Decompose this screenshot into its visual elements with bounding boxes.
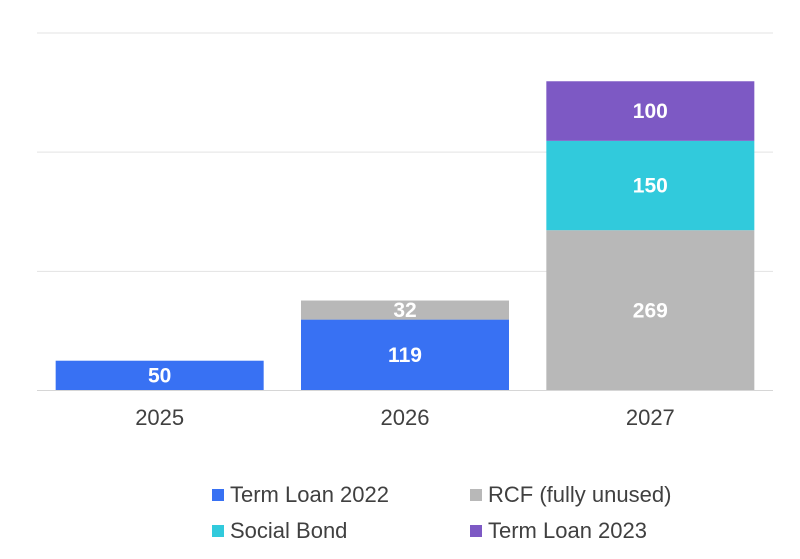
x-tick-label: 2025	[135, 405, 184, 430]
legend-item-term-loan-2022: Term Loan 2022	[212, 482, 470, 508]
legend-label: Term Loan 2022	[230, 482, 389, 507]
legend-swatch	[470, 489, 482, 501]
data-label: 50	[148, 365, 171, 388]
legend: Term Loan 2022 RCF (fully unused) Social…	[212, 482, 732, 544]
bar-segment	[546, 140, 755, 231]
data-labels: 50 119 32 269 150 100	[148, 100, 668, 388]
x-axis: 2025 2026 2027	[37, 390, 773, 430]
legend-label: Social Bond	[230, 518, 348, 543]
legend-swatch	[212, 489, 224, 501]
bar-segment	[55, 360, 264, 391]
legend-swatch	[470, 525, 482, 537]
bar-segment	[546, 81, 755, 141]
bar-segment	[301, 300, 509, 320]
data-label: 269	[633, 299, 668, 322]
legend-item-rcf: RCF (fully unused)	[470, 482, 730, 508]
legend-label: Term Loan 2023	[488, 518, 647, 543]
x-tick-label: 2026	[381, 405, 430, 430]
bar-segment	[301, 319, 509, 391]
data-label: 119	[388, 344, 422, 367]
data-label: 32	[393, 299, 416, 322]
legend-item-term-loan-2023: Term Loan 2023	[470, 518, 730, 544]
legend-label: RCF (fully unused)	[488, 482, 672, 507]
x-tick-label: 2027	[626, 405, 675, 430]
data-label: 100	[633, 100, 668, 123]
data-label: 150	[633, 175, 668, 198]
legend-item-social-bond: Social Bond	[212, 518, 470, 544]
bar-segment	[546, 230, 755, 391]
legend-swatch	[212, 525, 224, 537]
bars	[55, 81, 755, 391]
